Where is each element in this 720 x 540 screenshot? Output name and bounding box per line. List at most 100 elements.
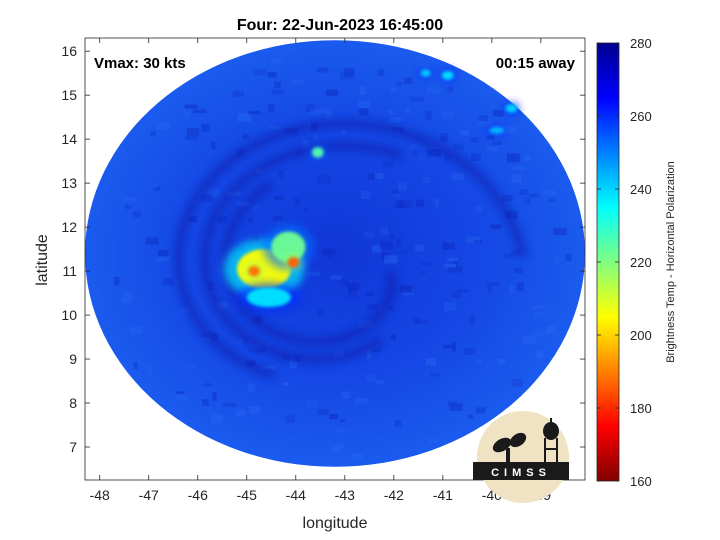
- texture-speck: [513, 166, 526, 170]
- texture-speck: [341, 130, 346, 136]
- colorbar-tick-label: 220: [630, 255, 652, 270]
- texture-speck: [361, 191, 371, 200]
- convection-core: [248, 265, 260, 277]
- colorbar-ticks: 160 180 200 220 240 260 280: [597, 36, 652, 489]
- texture-speck: [306, 399, 318, 408]
- texture-speck: [219, 216, 227, 223]
- texture-speck: [471, 153, 482, 162]
- texture-speck: [534, 311, 546, 318]
- x-tick-label: -46: [188, 487, 208, 503]
- texture-speck: [400, 285, 411, 293]
- texture-speck: [153, 186, 160, 191]
- texture-speck: [430, 373, 440, 377]
- texture-speck: [504, 125, 518, 133]
- texture-speck: [390, 87, 399, 92]
- texture-speck: [442, 243, 456, 250]
- texture-speck: [318, 107, 330, 115]
- texture-speck: [380, 227, 389, 235]
- convection-core: [505, 103, 518, 113]
- x-tick-label: -43: [335, 487, 355, 503]
- texture-speck: [451, 172, 464, 181]
- texture-speck: [203, 383, 213, 387]
- texture-speck: [451, 342, 457, 352]
- texture-speck: [440, 133, 448, 142]
- texture-speck: [317, 174, 331, 184]
- texture-speck: [396, 200, 405, 209]
- texture-speck: [503, 253, 515, 259]
- texture-speck: [235, 409, 245, 417]
- texture-speck: [326, 89, 339, 96]
- texture-speck: [470, 314, 475, 324]
- texture-speck: [133, 361, 138, 370]
- colorbar-label: Brightness Temp - Horizontal Polarizatio…: [665, 161, 677, 363]
- texture-speck: [553, 227, 568, 235]
- colorbar: 160 180 200 220 240 260 280 Brightness Temp - …: [596, 36, 677, 489]
- texture-speck: [294, 198, 301, 207]
- texture-speck: [176, 393, 188, 401]
- convection-core: [311, 147, 324, 158]
- texture-speck: [392, 189, 400, 195]
- texture-speck: [490, 224, 501, 229]
- texture-speck: [463, 348, 476, 355]
- texture-speck: [270, 58, 282, 65]
- texture-speck: [330, 445, 342, 452]
- texture-speck: [337, 428, 346, 433]
- texture-speck: [310, 108, 322, 116]
- texture-speck: [425, 358, 437, 366]
- texture-speck: [427, 149, 441, 157]
- texture-speck: [374, 173, 384, 180]
- texture-speck: [158, 256, 171, 260]
- texture-speck: [381, 252, 389, 261]
- texture-speck: [314, 135, 319, 139]
- texture-speck: [511, 249, 521, 256]
- y-tick-label: 10: [61, 307, 77, 323]
- satellite-swath: [85, 40, 585, 467]
- convection-core: [441, 70, 454, 80]
- texture-speck: [400, 251, 408, 255]
- texture-speck: [382, 227, 390, 235]
- texture-speck: [187, 127, 200, 137]
- satellite-dish-icon: [492, 432, 527, 462]
- texture-speck: [282, 382, 289, 386]
- texture-speck: [364, 374, 376, 382]
- texture-speck: [511, 174, 522, 184]
- convection-core: [271, 231, 306, 263]
- texture-speck: [289, 361, 297, 369]
- texture-speck: [536, 350, 544, 359]
- texture-speck: [425, 111, 432, 120]
- texture-speck: [420, 262, 431, 266]
- texture-speck: [467, 414, 474, 419]
- texture-speck: [364, 231, 375, 239]
- y-axis-label: latitude: [34, 234, 51, 286]
- y-tick-label: 9: [69, 351, 77, 367]
- x-tick-label: -45: [237, 487, 257, 503]
- texture-speck: [443, 263, 457, 268]
- texture-speck: [417, 319, 429, 324]
- texture-speck: [347, 288, 357, 298]
- time-away-label: 00:15 away: [496, 55, 576, 72]
- texture-speck: [359, 86, 366, 96]
- texture-speck: [443, 302, 457, 311]
- texture-speck: [519, 189, 528, 195]
- texture-speck: [522, 335, 536, 345]
- texture-speck: [447, 257, 458, 261]
- texture-speck: [249, 405, 261, 414]
- y-tick-label: 14: [61, 131, 77, 147]
- texture-speck: [404, 107, 411, 113]
- texture-speck: [122, 197, 136, 201]
- texture-speck: [506, 153, 520, 163]
- texture-speck: [290, 80, 304, 85]
- texture-speck: [517, 282, 524, 292]
- texture-speck: [340, 72, 353, 80]
- texture-speck: [421, 270, 427, 275]
- x-tick-label: -41: [433, 487, 453, 503]
- spiral-bands: [173, 118, 529, 381]
- texture-speck: [389, 235, 395, 241]
- texture-speck: [420, 63, 431, 72]
- texture-speck: [285, 414, 295, 424]
- texture-speck: [262, 365, 275, 370]
- texture-speck: [524, 197, 531, 205]
- texture-speck: [156, 122, 171, 130]
- texture-speck: [267, 72, 277, 78]
- texture-speck: [155, 255, 170, 262]
